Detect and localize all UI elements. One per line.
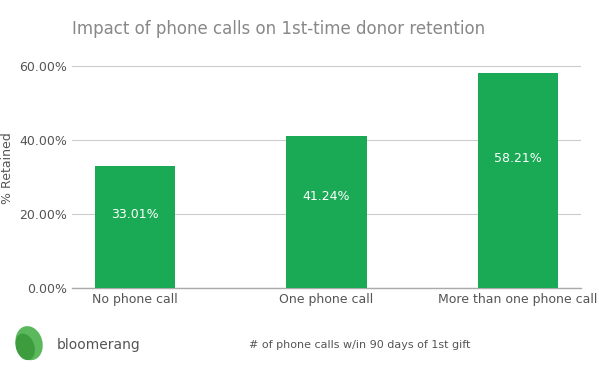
- Y-axis label: % Retained: % Retained: [1, 132, 14, 204]
- Bar: [286, 136, 367, 288]
- Text: bloomerang: bloomerang: [57, 338, 141, 352]
- Ellipse shape: [16, 326, 43, 360]
- Bar: [477, 73, 558, 288]
- Text: Impact of phone calls on 1st-time donor retention: Impact of phone calls on 1st-time donor …: [72, 20, 485, 38]
- Text: 58.21%: 58.21%: [494, 152, 541, 165]
- Bar: [95, 166, 176, 288]
- Text: # of phone calls w/in 90 days of 1st gift: # of phone calls w/in 90 days of 1st gif…: [249, 340, 470, 350]
- Ellipse shape: [16, 334, 35, 360]
- Text: 41.24%: 41.24%: [302, 190, 350, 203]
- Text: 33.01%: 33.01%: [111, 208, 159, 221]
